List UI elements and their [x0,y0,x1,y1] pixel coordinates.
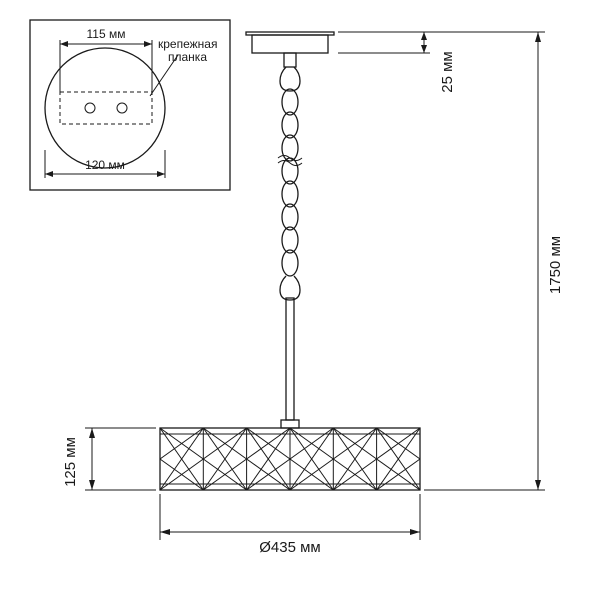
canopy-height-label: 25 мм [439,51,456,92]
bracket-caption-2: планка [168,50,207,64]
dim-diameter: Ø435 мм [160,494,420,556]
circle-diam-label: 120 мм [85,158,125,172]
bracket-width-label: 115 мм [87,27,126,41]
fixture-body [160,428,420,490]
dim-canopy-height: 25 мм [338,32,456,93]
dim-body-height: 125 мм [62,428,156,490]
pendant-fixture [160,32,420,490]
bracket-caption-1: крепежная [158,37,217,51]
diameter-label: Ø435 мм [259,539,321,556]
total-height-label: 1750 мм [547,236,564,294]
body-height-label: 125 мм [62,437,79,487]
inset-detail: 115 мм крепежная планка 120 мм [30,20,230,190]
technical-drawing: 115 мм крепежная планка 120 мм [0,0,600,600]
dim-total-height: 1750 мм [338,32,564,490]
